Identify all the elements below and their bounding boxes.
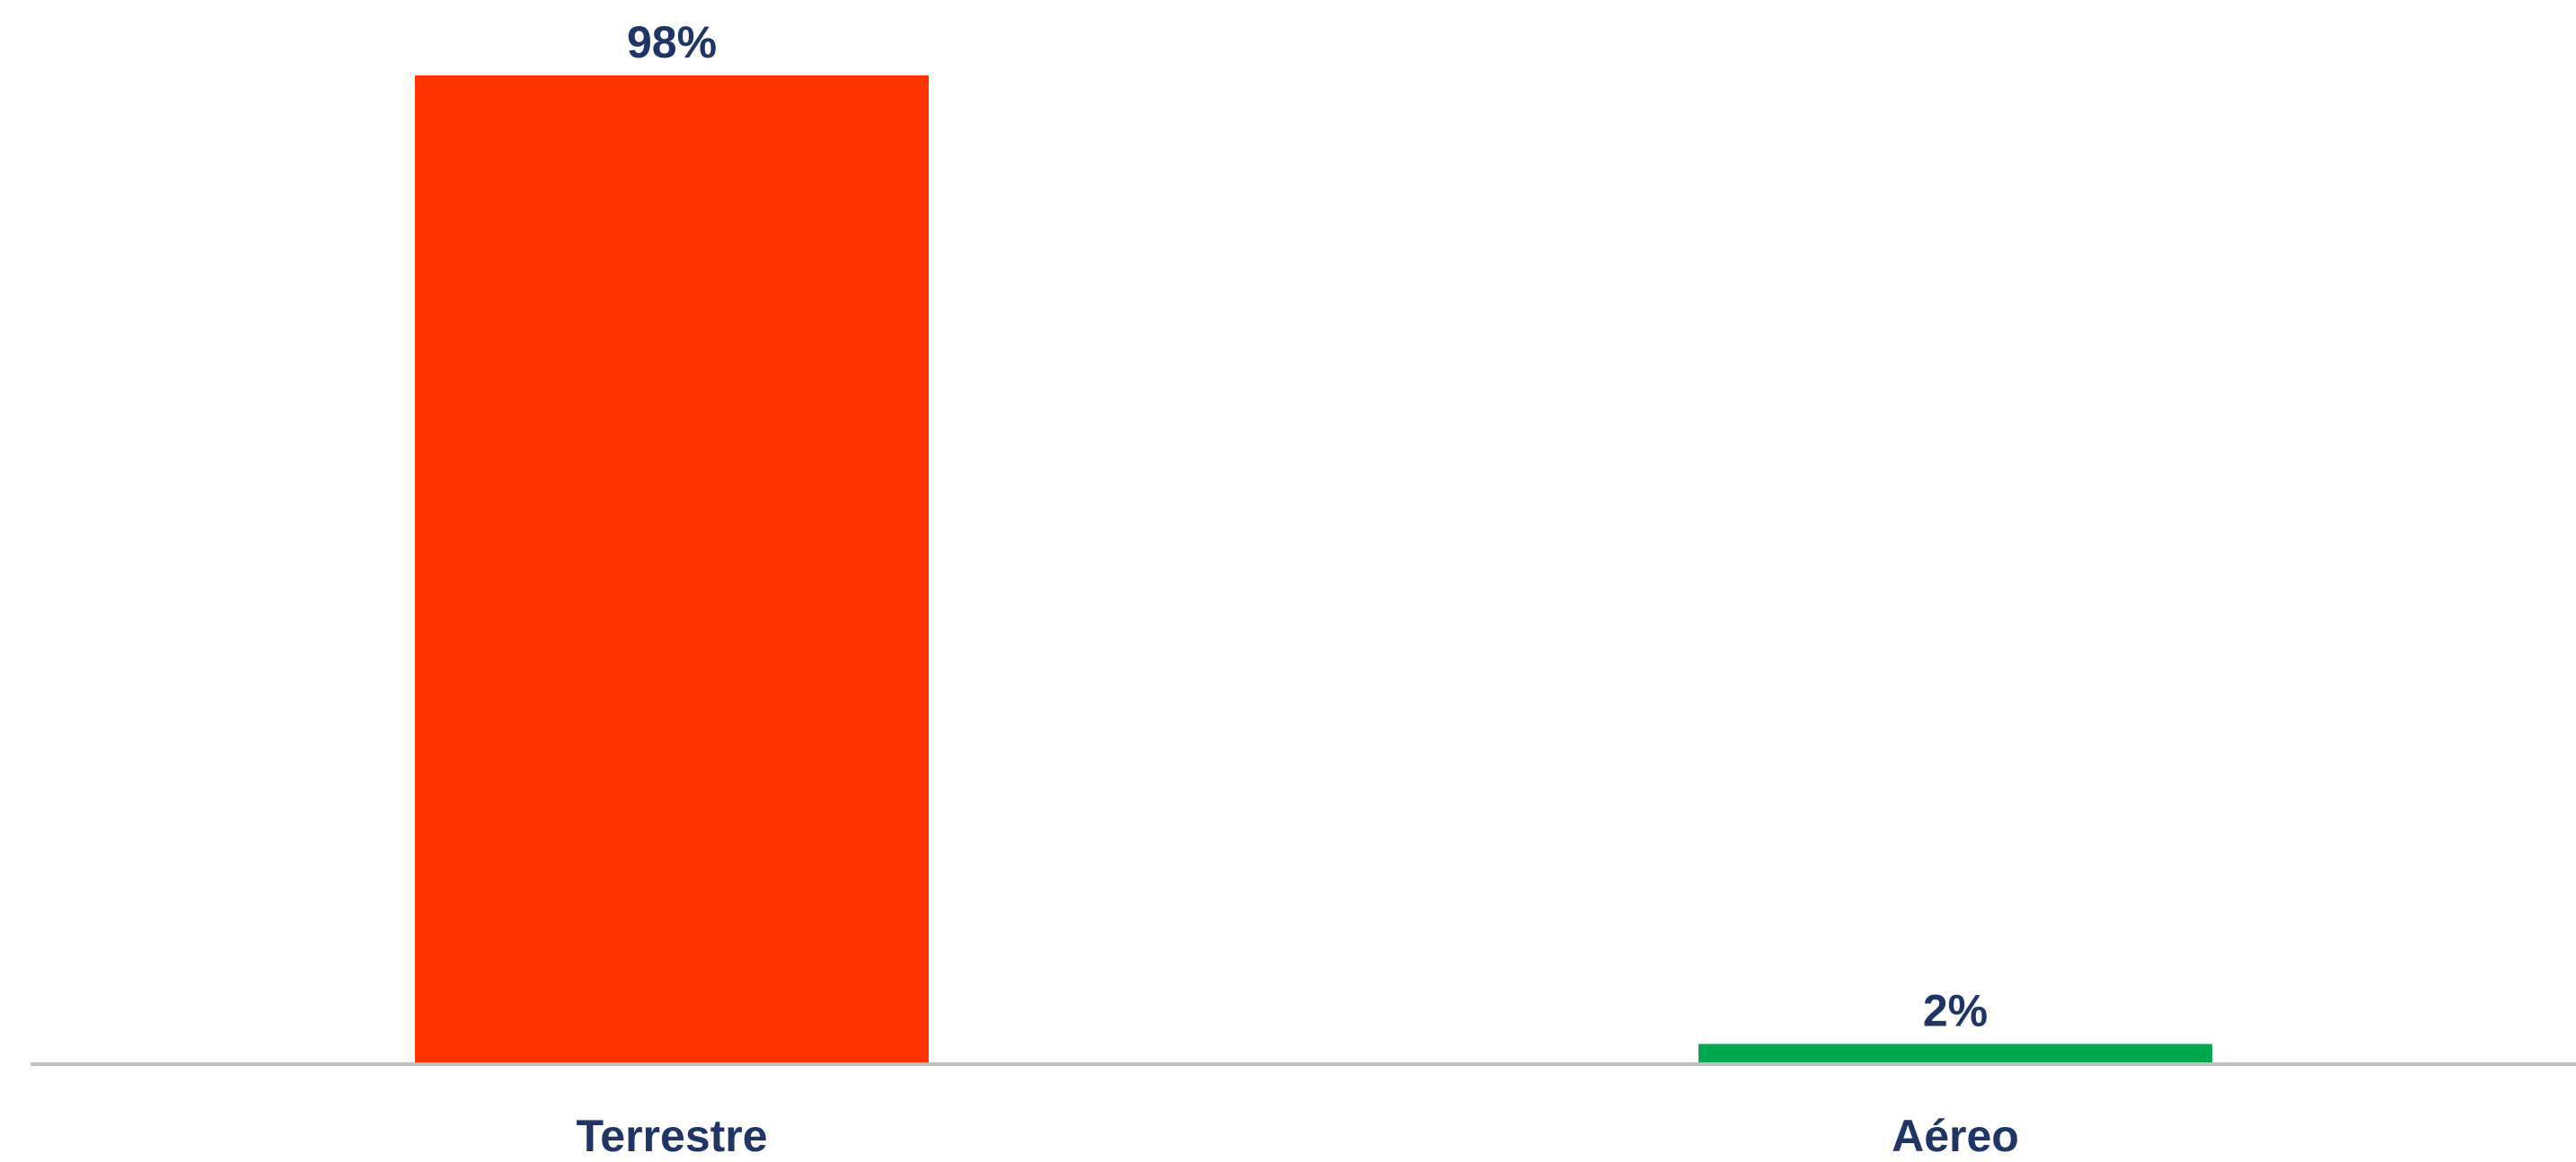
bar-aereo xyxy=(1698,1043,2212,1064)
data-label-terrestre: 98% xyxy=(627,17,717,67)
x-tick-label-terrestre: Terrestre xyxy=(576,1111,767,1161)
data-label-aereo: 2% xyxy=(1923,986,1988,1036)
x-tick-label-aereo: Aéreo xyxy=(1892,1111,2019,1161)
bar-terrestre xyxy=(415,75,929,1064)
x-tick-labels-group: Terrestre Aéreo xyxy=(576,1111,2018,1161)
data-labels-group: 98% 2% xyxy=(627,17,1988,1036)
bars-group xyxy=(415,75,2212,1064)
